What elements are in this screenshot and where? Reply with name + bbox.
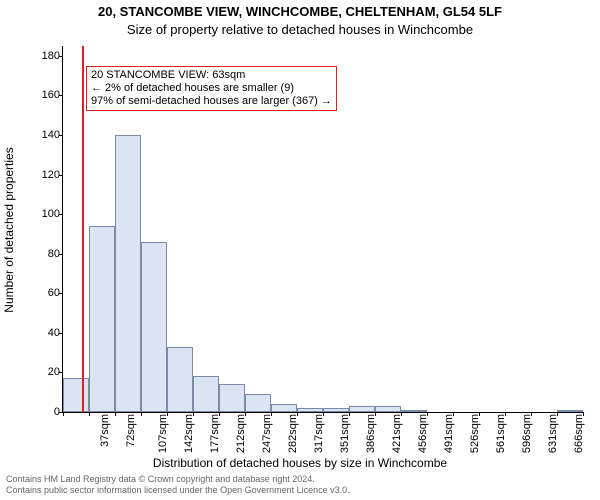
histogram-bar xyxy=(557,410,583,412)
y-tick-label: 20 xyxy=(30,366,60,378)
histogram-bar xyxy=(219,384,245,412)
y-tick-label: 120 xyxy=(30,169,60,181)
x-tick-label: 72sqm xyxy=(125,414,137,447)
y-tick-label: 160 xyxy=(30,89,60,101)
histogram-bar xyxy=(349,406,375,412)
footer-line: Contains public sector information licen… xyxy=(6,485,350,496)
x-tick-label: 491sqm xyxy=(443,414,455,453)
x-tick-mark xyxy=(89,412,90,416)
y-tick-label: 40 xyxy=(30,327,60,339)
histogram-bar xyxy=(245,394,271,412)
x-tick-label: 596sqm xyxy=(521,414,533,453)
footer-attribution: Contains HM Land Registry data © Crown c… xyxy=(6,474,350,496)
x-tick-label: 177sqm xyxy=(209,414,221,453)
x-tick-label: 526sqm xyxy=(469,414,481,453)
x-tick-label: 631sqm xyxy=(547,414,559,453)
histogram-bar xyxy=(63,378,89,412)
histogram-bar xyxy=(375,406,401,412)
x-tick-label: 421sqm xyxy=(391,414,403,453)
y-tick-label: 100 xyxy=(30,208,60,220)
x-tick-label: 386sqm xyxy=(365,414,377,453)
property-marker-line xyxy=(82,46,84,412)
annotation-line: 97% of semi-detached houses are larger (… xyxy=(91,95,332,108)
y-tick-label: 0 xyxy=(30,406,60,418)
histogram-bar xyxy=(141,242,167,412)
x-tick-label: 247sqm xyxy=(261,414,273,453)
histogram-bar xyxy=(89,226,115,412)
histogram-bar xyxy=(297,408,323,412)
histogram-bar xyxy=(167,347,193,412)
histogram-bar xyxy=(115,135,141,412)
annotation-box: 20 STANCOMBE VIEW: 63sqm← 2% of detached… xyxy=(86,66,337,111)
histogram-bar xyxy=(193,376,219,412)
x-tick-mark xyxy=(63,412,64,416)
x-axis-label: Distribution of detached houses by size … xyxy=(0,456,600,470)
annotation-line: ← 2% of detached houses are smaller (9) xyxy=(91,82,332,95)
chart-container: { "title": "20, STANCOMBE VIEW, WINCHCOM… xyxy=(0,0,600,500)
x-tick-mark xyxy=(141,412,142,416)
x-tick-label: 456sqm xyxy=(417,414,429,453)
histogram-bar xyxy=(323,408,349,412)
x-tick-label: 142sqm xyxy=(183,414,195,453)
x-tick-label: 212sqm xyxy=(235,414,247,453)
y-tick-label: 140 xyxy=(30,129,60,141)
x-tick-label: 107sqm xyxy=(157,414,169,453)
chart-subtitle: Size of property relative to detached ho… xyxy=(0,22,600,37)
x-tick-label: 666sqm xyxy=(573,414,585,453)
y-axis-label: Number of detached properties xyxy=(2,147,16,312)
x-tick-label: 351sqm xyxy=(339,414,351,453)
y-tick-label: 60 xyxy=(30,287,60,299)
annotation-line: 20 STANCOMBE VIEW: 63sqm xyxy=(91,69,332,82)
y-tick-label: 180 xyxy=(30,50,60,62)
chart-title: 20, STANCOMBE VIEW, WINCHCOMBE, CHELTENH… xyxy=(0,4,600,19)
x-tick-label: 37sqm xyxy=(99,414,111,447)
x-tick-label: 317sqm xyxy=(313,414,325,453)
x-tick-mark xyxy=(115,412,116,416)
footer-line: Contains HM Land Registry data © Crown c… xyxy=(6,474,350,485)
x-tick-label: 282sqm xyxy=(287,414,299,453)
histogram-bar xyxy=(271,404,297,412)
y-tick-label: 80 xyxy=(30,248,60,260)
x-tick-label: 561sqm xyxy=(495,414,507,453)
histogram-bar xyxy=(401,410,427,412)
